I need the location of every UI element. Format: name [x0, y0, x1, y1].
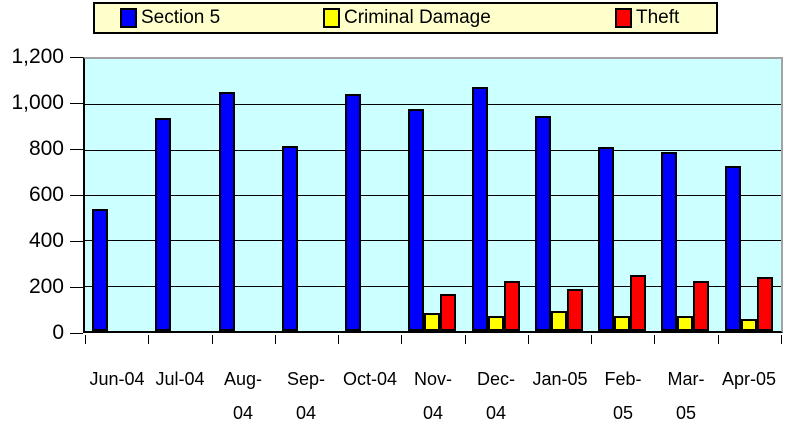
- x-axis-label: Jul-04: [140, 362, 220, 396]
- y-axis-tick: [70, 241, 83, 242]
- legend-item-section-5: Section 5: [120, 4, 220, 32]
- bar-section-5: [598, 147, 614, 331]
- bar-theft: [567, 289, 583, 331]
- legend-item-theft: Theft: [615, 4, 679, 32]
- bar-section-5: [535, 116, 551, 331]
- x-axis-tick: [718, 335, 719, 344]
- x-axis-tick: [528, 335, 529, 344]
- y-axis-label: 1,200: [11, 45, 64, 68]
- bar-section-5: [472, 87, 488, 331]
- x-axis-tick: [85, 335, 86, 344]
- legend-key-theft-icon: [615, 8, 632, 28]
- y-axis-tick: [70, 287, 83, 288]
- x-axis-label: Nov- 04: [393, 362, 473, 430]
- x-axis-tick: [781, 335, 782, 344]
- plot-area: [83, 57, 783, 333]
- x-axis-label-line: Feb-: [604, 369, 642, 389]
- bar-theft: [693, 281, 709, 331]
- x-axis-tick: [338, 335, 339, 344]
- y-axis-tick: [70, 195, 83, 196]
- x-axis-label-line: 04: [485, 403, 507, 423]
- gridline: [85, 104, 781, 105]
- x-axis-label: Aug- 04: [203, 362, 283, 430]
- x-axis-label-line: Sep-: [286, 369, 326, 389]
- x-axis-tick: [591, 335, 592, 344]
- x-axis-label: Mar- 05: [646, 362, 726, 430]
- bar-criminal-damage: [614, 316, 630, 331]
- x-axis-label-line: Oct-04: [342, 369, 398, 389]
- x-axis-label-line: Nov-: [413, 369, 452, 389]
- x-axis-tick: [212, 335, 213, 344]
- legend: Section 5 Criminal Damage Theft: [93, 2, 718, 34]
- y-axis-label: 800: [28, 137, 64, 160]
- x-axis-label-line: 05: [612, 403, 634, 423]
- x-axis-tick: [275, 335, 276, 344]
- y-axis-tick: [70, 103, 83, 104]
- bar-criminal-damage: [677, 316, 693, 331]
- x-axis-label-line: 05: [675, 403, 697, 423]
- x-axis-label-line: Jan-05: [532, 369, 588, 389]
- x-axis-label: Apr-05: [709, 362, 789, 396]
- y-axis-tick: [70, 57, 83, 58]
- bar-theft: [630, 275, 646, 331]
- bar-criminal-damage: [424, 313, 440, 331]
- y-axis-label: 1,000: [11, 91, 64, 114]
- x-axis-label-line: Apr-05: [721, 369, 777, 389]
- x-axis-tick: [465, 335, 466, 344]
- x-axis-label-line: 04: [295, 403, 317, 423]
- x-axis-label-line: Mar-: [667, 369, 705, 389]
- bar-section-5: [282, 146, 298, 331]
- bar-section-5: [408, 109, 424, 331]
- x-axis-label-line: Jul-04: [155, 369, 205, 389]
- bar-theft: [504, 281, 520, 331]
- bar-section-5: [92, 209, 108, 331]
- y-axis-label: 200: [28, 275, 64, 298]
- gridline: [85, 240, 781, 241]
- legend-key-criminal-damage-icon: [323, 8, 340, 28]
- bar-section-5: [661, 152, 677, 331]
- x-axis-label-line: Dec-: [476, 369, 515, 389]
- legend-item-criminal-damage: Criminal Damage: [323, 4, 491, 32]
- x-axis-tick: [654, 335, 655, 344]
- x-axis-label-line: Aug-: [223, 369, 263, 389]
- legend-label-theft: Theft: [636, 7, 680, 28]
- bar-section-5: [219, 92, 235, 331]
- legend-label-section-5: Section 5: [141, 7, 221, 28]
- gridline: [85, 286, 781, 287]
- bar-theft: [757, 277, 773, 331]
- bar-section-5: [155, 118, 171, 331]
- x-axis-tick: [401, 335, 402, 344]
- x-axis-label: Dec- 04: [456, 362, 536, 430]
- x-axis-label: Jun-04: [77, 362, 157, 396]
- legend-key-section-5-icon: [120, 8, 137, 28]
- y-axis-label: 0: [52, 321, 64, 344]
- x-axis-label: Feb- 05: [583, 362, 663, 430]
- y-axis-tick: [70, 333, 83, 334]
- bar-section-5: [345, 94, 361, 331]
- gridline: [85, 150, 781, 151]
- y-axis-tick: [70, 149, 83, 150]
- gridline: [85, 195, 781, 196]
- y-axis-label: 600: [28, 183, 64, 206]
- bar-criminal-damage: [488, 316, 504, 331]
- x-axis-label-line: 04: [232, 403, 254, 423]
- x-axis-tick: [148, 335, 149, 344]
- y-axis-label: 400: [28, 229, 64, 252]
- x-axis-label-line: Jun-04: [89, 369, 145, 389]
- bar-criminal-damage: [551, 311, 567, 331]
- x-axis-label-line: 04: [422, 403, 444, 423]
- bar-criminal-damage: [741, 319, 757, 331]
- bar-section-5: [725, 166, 741, 331]
- legend-label-criminal-damage: Criminal Damage: [344, 7, 491, 28]
- x-axis-label: Jan-05: [520, 362, 600, 396]
- x-axis-label: Sep- 04: [266, 362, 346, 430]
- x-axis-label: Oct-04: [330, 362, 410, 396]
- bar-theft: [440, 294, 456, 331]
